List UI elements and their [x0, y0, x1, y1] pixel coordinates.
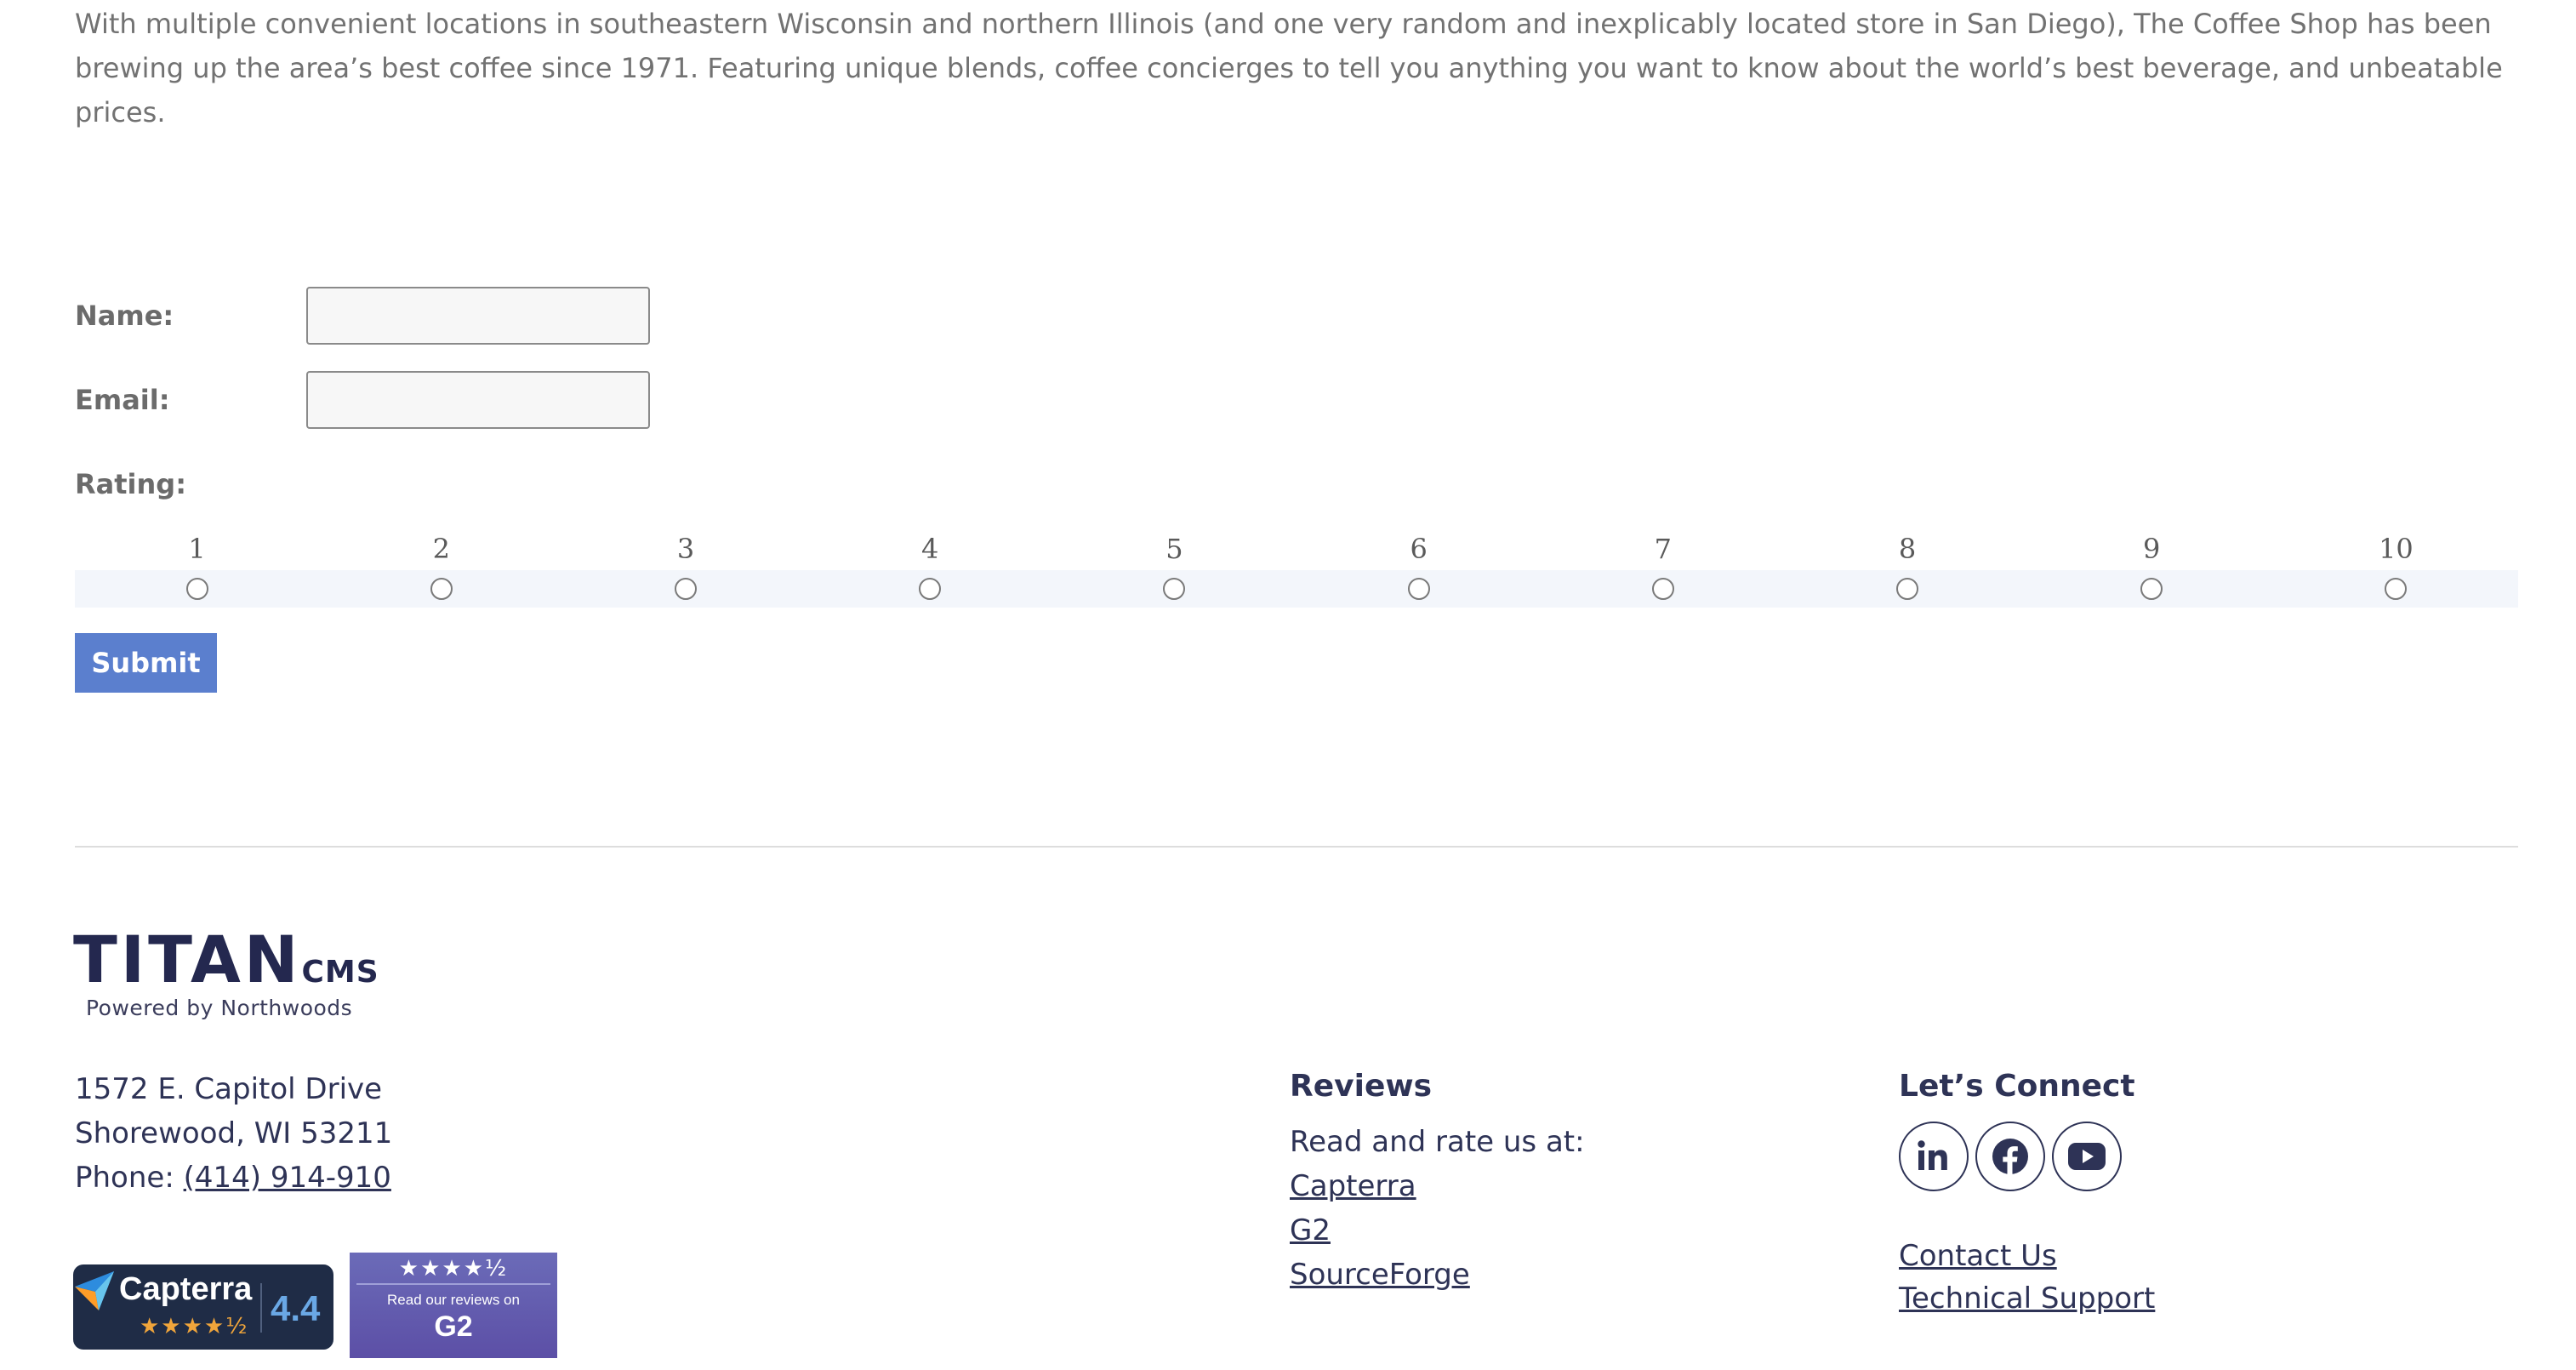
rating-radio-3[interactable]: [675, 578, 697, 600]
submit-button[interactable]: Submit: [75, 633, 217, 693]
rating-radio-cell: [1052, 570, 1297, 608]
rating-numbers-row: 1 2 3 4 5 6 7 8 9 10: [75, 528, 2518, 570]
rating-radio-7[interactable]: [1651, 578, 1674, 600]
contact-us-link[interactable]: Contact Us: [1899, 1239, 2057, 1273]
rating-radio-cell: [563, 570, 807, 608]
capterra-arrow-icon: [75, 1271, 114, 1310]
linkedin-icon[interactable]: [1899, 1122, 1969, 1191]
rating-number-1: 1: [188, 533, 206, 565]
rating-scale: 1 2 3 4 5 6 7 8 9 10: [75, 528, 2518, 608]
connect-heading: Let’s Connect: [1899, 1069, 2135, 1104]
rating-radio-6[interactable]: [1407, 578, 1430, 600]
rating-label: Rating:: [75, 468, 186, 500]
phone-label: Phone:: [75, 1161, 184, 1195]
facebook-icon[interactable]: [1975, 1122, 2045, 1191]
address-street: 1572 E. Capitol Drive: [75, 1072, 383, 1106]
email-field[interactable]: [306, 371, 650, 429]
rating-radio-cell: [319, 570, 563, 608]
email-label: Email:: [75, 384, 170, 416]
logo-main-text: TITAN: [73, 922, 302, 997]
reviews-link-g2[interactable]: G2: [1290, 1213, 1331, 1247]
intro-line-3: prices.: [75, 96, 166, 128]
g2-stars-icon: ★★★★½: [398, 1256, 509, 1282]
capterra-stars-icon: ★★★★½: [140, 1314, 249, 1339]
capterra-separator: [260, 1283, 262, 1333]
titan-cms-logo[interactable]: TITANCMS: [73, 926, 379, 1007]
logo-suffix-text: CMS: [301, 955, 379, 990]
rating-radio-4[interactable]: [919, 578, 942, 600]
capterra-badge[interactable]: Capterra ★★★★½ 4.4: [73, 1264, 333, 1350]
rating-number-4: 4: [921, 533, 939, 565]
address-city: Shorewood, WI 53211: [75, 1116, 393, 1150]
intro-line-2: brewing up the area’s best coffee since …: [75, 52, 2503, 84]
rating-number-5: 5: [1165, 533, 1183, 565]
intro-line-1: With multiple convenient locations in so…: [75, 8, 2492, 40]
rating-number-2: 2: [432, 533, 450, 565]
rating-radio-cell: [808, 570, 1052, 608]
g2-badge[interactable]: ★★★★½ Read our reviews on G2: [350, 1253, 557, 1358]
rating-number-7: 7: [1654, 533, 1672, 565]
footer-divider: [75, 846, 2518, 848]
youtube-icon[interactable]: [2052, 1122, 2122, 1191]
capterra-badge-name: Capterra: [119, 1271, 253, 1307]
rating-radio-1[interactable]: [185, 578, 208, 600]
rating-number-6: 6: [1410, 533, 1428, 565]
reviews-heading: Reviews: [1290, 1069, 1433, 1104]
rating-radio-cell: [1541, 570, 1785, 608]
capterra-score: 4.4: [271, 1288, 321, 1328]
rating-radios-row: [75, 570, 2518, 608]
g2-separator: [356, 1283, 550, 1285]
rating-radio-cell: [1297, 570, 1541, 608]
reviews-link-sourceforge[interactable]: SourceForge: [1290, 1258, 1470, 1292]
rating-radio-2[interactable]: [430, 578, 453, 600]
phone-link[interactable]: (414) 914-910: [183, 1161, 391, 1195]
rating-radio-cell: [75, 570, 319, 608]
g2-logo: G2: [434, 1310, 473, 1343]
rating-radio-8[interactable]: [1896, 578, 1919, 600]
address-phone: Phone: (414) 914-910: [75, 1161, 391, 1195]
rating-number-8: 8: [1898, 533, 1917, 565]
rating-radio-10[interactable]: [2385, 578, 2408, 600]
rating-number-10: 10: [2379, 533, 2414, 565]
rating-radio-cell: [1785, 570, 2029, 608]
technical-support-link[interactable]: Technical Support: [1899, 1282, 2156, 1316]
rating-radio-9[interactable]: [2140, 578, 2163, 600]
rating-radio-cell: [2274, 570, 2518, 608]
intro-paragraph: With multiple convenient locations in so…: [75, 2, 2542, 134]
rating-number-3: 3: [676, 533, 695, 565]
reviews-intro: Read and rate us at:: [1290, 1125, 1585, 1159]
g2-badge-text: Read our reviews on: [387, 1292, 520, 1308]
reviews-link-capterra[interactable]: Capterra: [1290, 1169, 1416, 1203]
rating-radio-cell: [2030, 570, 2274, 608]
name-label: Name:: [75, 300, 174, 332]
rating-number-9: 9: [2143, 533, 2161, 565]
logo-tagline: Powered by Northwoods: [86, 996, 353, 1020]
rating-radio-5[interactable]: [1163, 578, 1186, 600]
name-field[interactable]: [306, 287, 650, 345]
